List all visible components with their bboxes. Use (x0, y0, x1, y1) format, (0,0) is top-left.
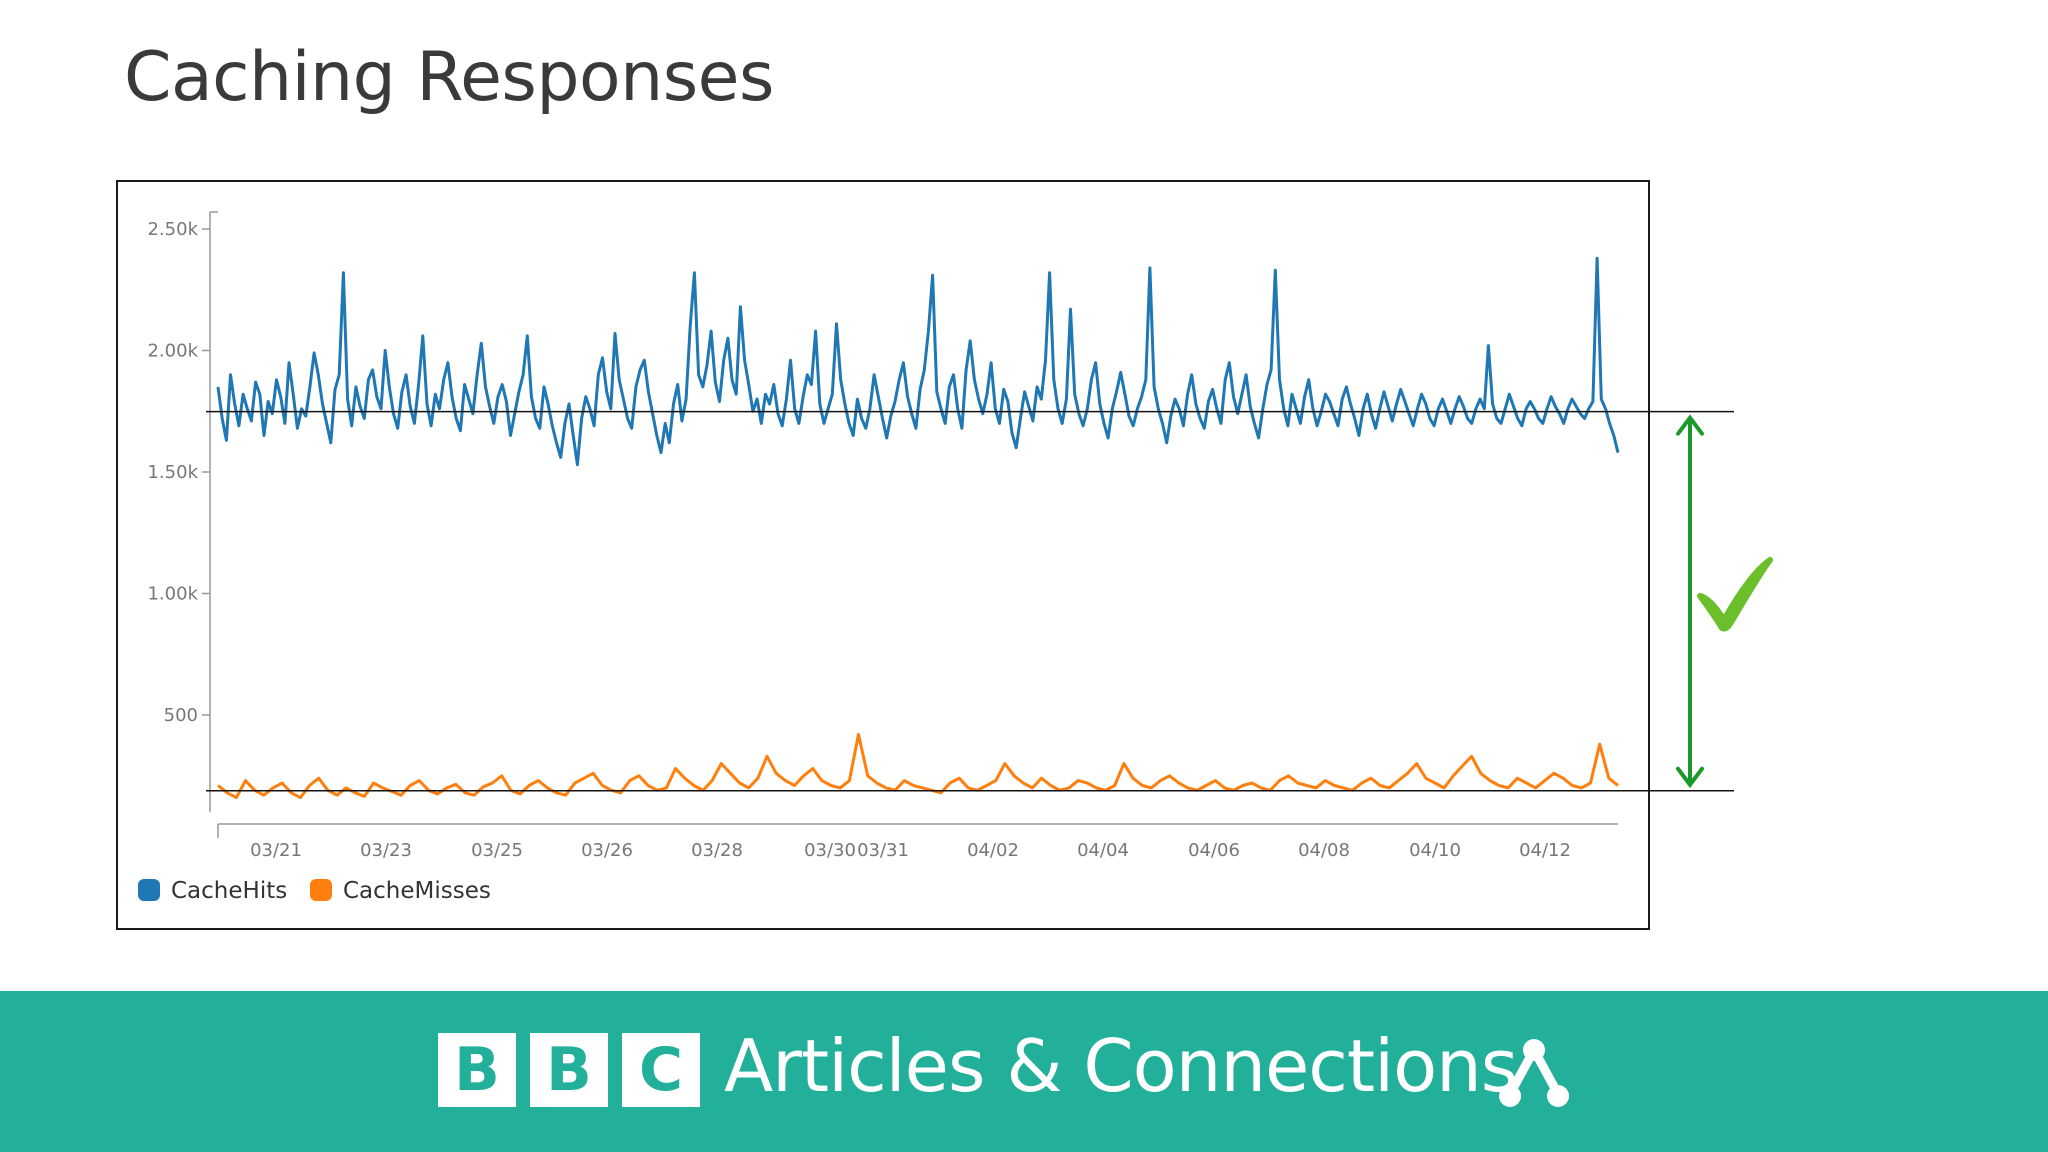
y-tick-label: 1.50k (147, 462, 198, 483)
bbc-logo-letter: B (530, 1033, 608, 1107)
x-tick-label: 03/31 (857, 840, 909, 861)
footer-title: Articles & Connections (724, 1024, 1518, 1108)
legend-swatch (310, 879, 332, 901)
x-tick-label: 04/04 (1077, 840, 1129, 861)
x-tick-label: 04/12 (1519, 840, 1571, 861)
bbc-logo: B B C (438, 1033, 700, 1107)
x-tick-label: 03/21 (250, 840, 302, 861)
x-tick-label: 04/08 (1298, 840, 1350, 861)
y-tick-label: 1.00k (147, 584, 198, 605)
legend-label: CacheMisses (343, 878, 491, 904)
y-tick-label: 2.50k (147, 219, 198, 240)
x-tick-label: 04/06 (1188, 840, 1240, 861)
bbc-logo-letter: B (438, 1033, 516, 1107)
network-icon (1499, 1039, 1569, 1107)
x-tick-label: 03/23 (360, 840, 412, 861)
legend-swatch (138, 879, 160, 901)
x-tick-label: 04/02 (967, 840, 1019, 861)
checkmark-icon (1697, 557, 1773, 632)
x-tick-label: 04/10 (1409, 840, 1461, 861)
x-tick-label: 03/25 (471, 840, 523, 861)
series-line-cachemisses (217, 732, 1619, 800)
x-tick-label: 03/30 (804, 840, 856, 861)
arrow-head-up (1676, 414, 1704, 436)
series-line-cachehits (216, 256, 1620, 467)
slide-title: Caching Responses (124, 38, 774, 117)
chart-svg: 500 1.00k 1.50k 2.00k 2.50k 03/21 03/23 03/25 03… (138, 211, 1620, 904)
x-tick-label: 03/26 (581, 840, 633, 861)
y-tick-label: 500 (164, 705, 198, 726)
y-tick-label: 2.00k (147, 341, 198, 362)
chart-frame: 500 1.00k 1.50k 2.00k 2.50k 03/21 03/23 03/25 03… (116, 180, 1650, 930)
arrow-head-down (1676, 766, 1704, 789)
bbc-logo-letter: C (622, 1033, 700, 1107)
legend-label: CacheHits (171, 878, 287, 904)
footer-bar (0, 991, 2048, 1152)
x-tick-label: 03/28 (691, 840, 743, 861)
